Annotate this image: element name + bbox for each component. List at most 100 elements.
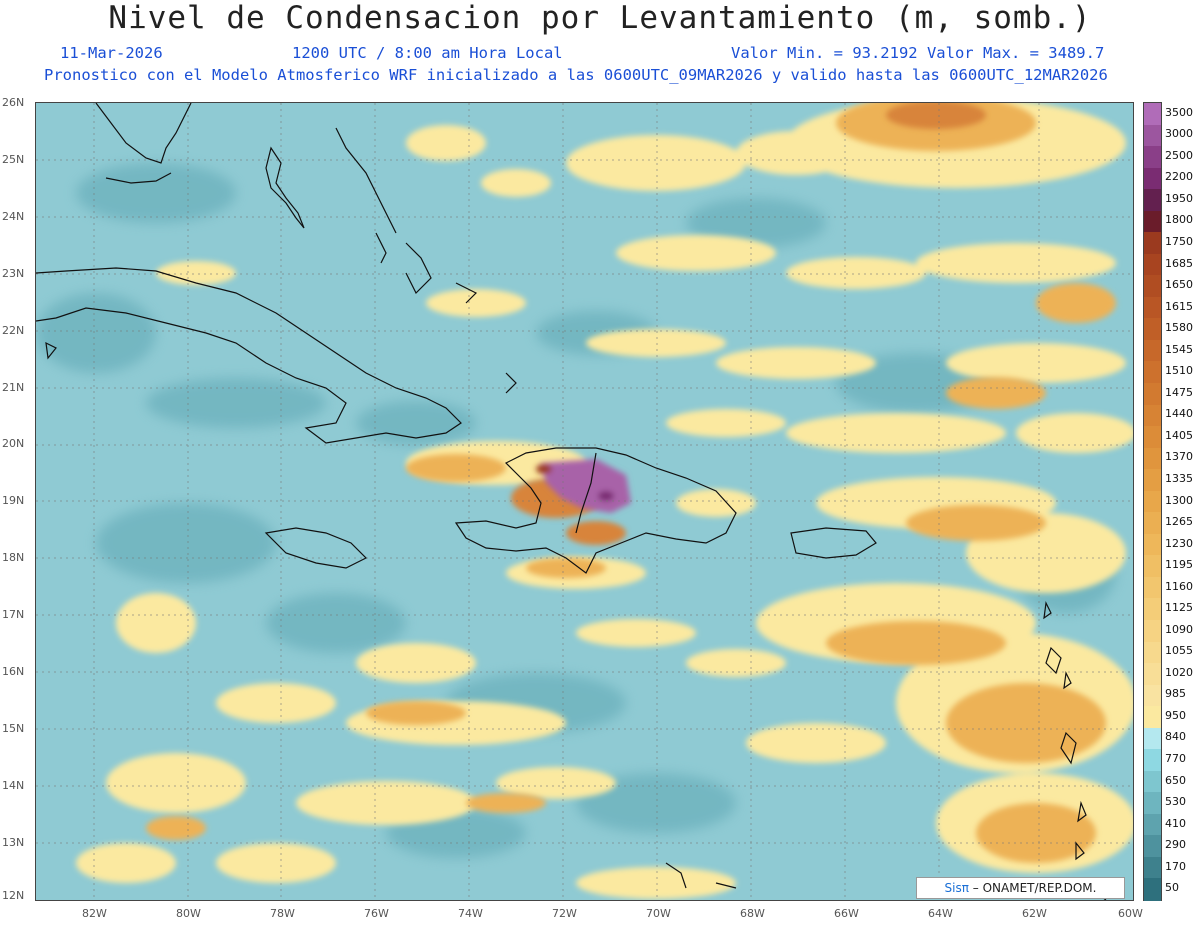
lat-label: 21N: [2, 381, 25, 394]
colorbar-segment: [1144, 253, 1161, 276]
colorbar-label: 2500: [1165, 148, 1193, 162]
lon-label: 80W: [176, 907, 201, 920]
lon-label: 60W: [1118, 907, 1143, 920]
colorbar-segment: [1144, 576, 1161, 600]
lat-label: 14N: [2, 779, 25, 792]
credit-text: – ONAMET/REP.DOM.: [972, 881, 1097, 895]
colorbar-segment: [1144, 318, 1161, 341]
max-lcl-area: [536, 459, 631, 513]
colorbar-label: 50: [1165, 881, 1179, 895]
turks-caicos: [505, 372, 517, 394]
colorbar-label: 1300: [1165, 493, 1193, 507]
cuba-coast: [36, 267, 462, 444]
min-max-values: Valor Min. = 93.2192 Valor Max. = 3489.7: [731, 44, 1105, 62]
colorbar-label: 650: [1165, 773, 1186, 787]
colorbar-label: 1950: [1165, 191, 1193, 205]
colorbar-segment: [1144, 124, 1161, 147]
colorbar-segment: [1144, 447, 1161, 470]
colorbar-segment: [1144, 146, 1161, 169]
jamaica-coast: [264, 527, 368, 569]
lon-label: 66W: [834, 907, 859, 920]
forecast-note: Pronostico con el Modelo Atmosferico WRF…: [44, 66, 1108, 84]
colorbar-segment: [1144, 749, 1161, 772]
lon-label: 72W: [552, 907, 577, 920]
colorbar-label: 1020: [1165, 665, 1193, 679]
coastlines: [36, 103, 1107, 900]
forecast-date: 11-Mar-2026: [60, 44, 163, 62]
colorbar-label: 1475: [1165, 385, 1193, 399]
hispaniola-coast: [454, 447, 737, 574]
colorbar-segment: [1144, 490, 1161, 513]
colorbar-segment: [1144, 426, 1161, 449]
lat-label: 22N: [2, 324, 25, 337]
colorbar-segment: [1144, 878, 1161, 901]
colorbar-segment: [1144, 598, 1161, 621]
colorbar-label: 3500: [1165, 105, 1193, 119]
colorbar-label: 1685: [1165, 256, 1193, 270]
colorbar-label: 770: [1165, 751, 1186, 765]
colorbar-label: 1125: [1165, 601, 1193, 615]
lat-label: 26N: [2, 96, 25, 109]
lat-label: 24N: [2, 210, 25, 223]
colorbar-label: 1195: [1165, 558, 1193, 572]
colorbar-segment: [1144, 663, 1161, 686]
colorbar-segment: [1144, 383, 1161, 406]
colorbar-segment: [1144, 555, 1161, 578]
forecast-time: 1200 UTC / 8:00 am Hora Local: [292, 44, 563, 62]
colorbar-segment: [1144, 361, 1161, 384]
colorbar-label: 1055: [1165, 644, 1193, 658]
colorbar-label: 1265: [1165, 515, 1193, 529]
colorbar-segment: [1144, 339, 1161, 363]
colorbar: [1143, 102, 1162, 901]
lon-label: 62W: [1022, 907, 1047, 920]
colorbar-label: 3000: [1165, 127, 1193, 141]
lcl-map: [35, 102, 1134, 901]
lon-label: 78W: [270, 907, 295, 920]
colorbar-label: 170: [1165, 859, 1186, 873]
lon-label: 74W: [458, 907, 483, 920]
andros-island: [265, 146, 305, 229]
colorbar-segment: [1144, 706, 1161, 729]
colorbar-segment: [1144, 813, 1161, 836]
colorbar-segment: [1144, 770, 1161, 793]
colorbar-label: 1090: [1165, 622, 1193, 636]
colorbar-segment: [1144, 835, 1161, 858]
colorbar-segment: [1144, 296, 1161, 319]
colorbar-segment: [1144, 232, 1161, 255]
colorbar-segment: [1144, 275, 1161, 298]
colorbar-segment: [1144, 727, 1161, 750]
colorbar-segment: [1144, 533, 1161, 556]
colorbar-segment: [1144, 619, 1161, 643]
puerto-rico-coast: [790, 527, 877, 559]
colorbar-segment: [1144, 469, 1161, 492]
colorbar-segment: [1144, 641, 1161, 664]
graticule: [36, 103, 1133, 900]
lat-label: 17N: [2, 608, 25, 621]
sispi-logo: Sisπ: [944, 881, 969, 895]
colorbar-label: 950: [1165, 708, 1186, 722]
colorbar-label: 410: [1165, 816, 1186, 830]
credit-box: Sisπ – ONAMET/REP.DOM.: [916, 877, 1125, 899]
lat-label: 13N: [2, 836, 25, 849]
colorbar-label: 2200: [1165, 170, 1193, 184]
colorbar-segment: [1144, 210, 1161, 233]
isla-juventud: [45, 341, 57, 360]
colorbar-label: 1545: [1165, 342, 1193, 356]
lat-label: 20N: [2, 437, 25, 450]
colorbar-label: 1160: [1165, 579, 1193, 593]
lon-label: 70W: [646, 907, 671, 920]
lat-label: 23N: [2, 267, 25, 280]
colorbar-label: 1440: [1165, 407, 1193, 421]
lon-label: 76W: [364, 907, 389, 920]
colorbar-label: 1510: [1165, 364, 1193, 378]
martinique: [1060, 731, 1077, 765]
colorbar-segment: [1144, 856, 1161, 880]
lon-label: 68W: [740, 907, 765, 920]
colorbar-label: 840: [1165, 730, 1186, 744]
colorbar-label: 290: [1165, 838, 1186, 852]
colorbar-label: 1800: [1165, 213, 1193, 227]
lat-label: 18N: [2, 551, 25, 564]
colorbar-segment: [1144, 512, 1161, 535]
colorbar-segment: [1144, 792, 1161, 815]
lat-label: 12N: [2, 889, 25, 902]
